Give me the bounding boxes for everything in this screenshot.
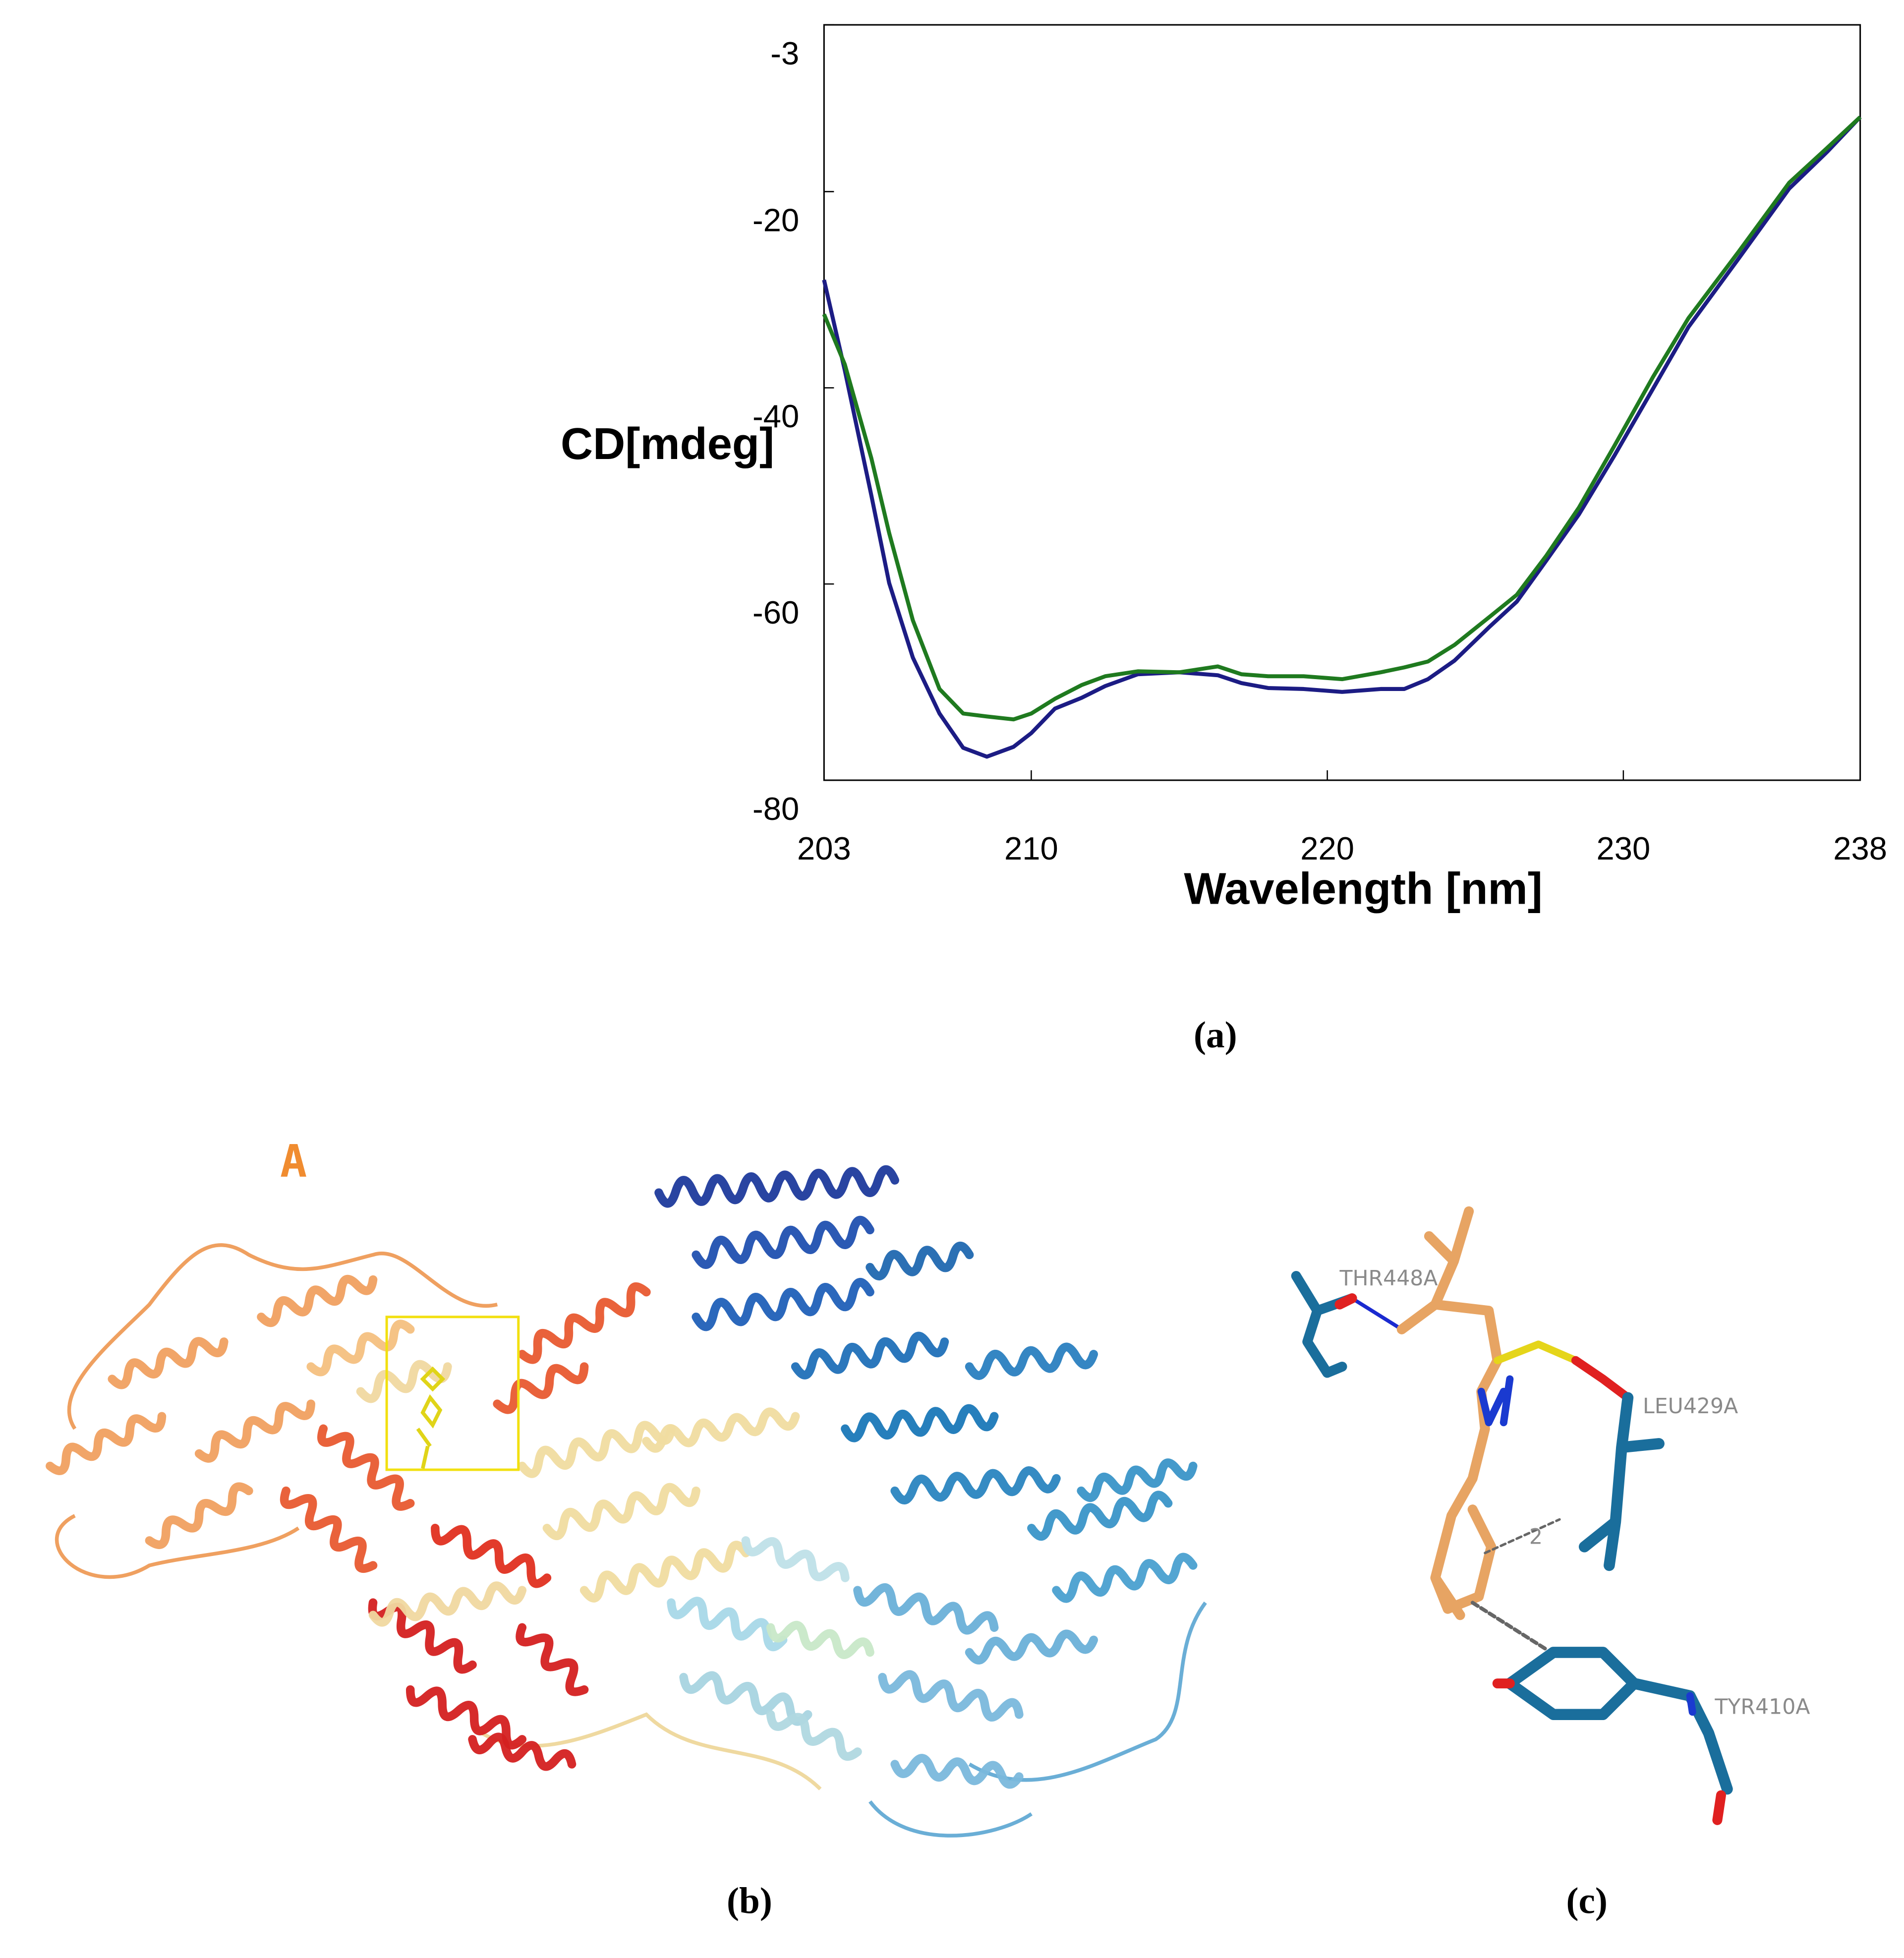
panel-caption: (b) (727, 1880, 772, 1921)
helix (579, 1541, 750, 1603)
helix (865, 1241, 974, 1280)
protein-structure (46, 1165, 1207, 1838)
loop (67, 1243, 498, 1430)
loop (868, 1800, 1033, 1838)
panel-caption: (c) (1566, 1880, 1608, 1921)
y-tick-label: -3 (770, 35, 799, 71)
y-tick-label: -60 (752, 594, 799, 631)
chain-label: A (280, 1135, 307, 1187)
helix (306, 1320, 415, 1377)
plot-frame (823, 24, 1861, 781)
y-axis-title: CD[mdeg] (561, 419, 774, 469)
helix (257, 1274, 378, 1327)
x-axis-title: Wavelength [nm] (1184, 864, 1542, 914)
helix (405, 1685, 527, 1750)
helix (1027, 1491, 1173, 1541)
loop (968, 1601, 1207, 1782)
ligand (416, 1366, 446, 1469)
helix (965, 1342, 1098, 1380)
helix (1052, 1553, 1198, 1603)
helix (356, 1360, 452, 1403)
x-tick-label: 238 (1833, 830, 1887, 866)
helix (841, 1404, 999, 1442)
helix (766, 1710, 862, 1761)
cd-line (822, 115, 1862, 759)
x-tick-label: 210 (1004, 830, 1058, 866)
helix (878, 1670, 1024, 1722)
helix (542, 1483, 700, 1540)
helix (368, 1581, 527, 1627)
x-tick-label: 203 (797, 830, 851, 866)
helix (667, 1597, 788, 1652)
residue-label: TYR410A (1714, 1695, 1810, 1720)
helix (280, 1486, 378, 1573)
helix (965, 1629, 1098, 1665)
x-tick-label: 220 (1300, 830, 1354, 866)
helix (468, 1732, 577, 1771)
helix (679, 1671, 812, 1726)
helix (766, 1621, 874, 1659)
cd-line (822, 115, 1862, 722)
helix (518, 1421, 676, 1478)
residue-label: LEU429A (1643, 1394, 1738, 1419)
helix (692, 1215, 874, 1269)
helix (692, 1278, 874, 1331)
helix (654, 1165, 899, 1208)
y-tick-label: -40 (752, 398, 799, 434)
helix (431, 1524, 552, 1588)
distance-label: 2 (1529, 1524, 1543, 1549)
binding-site-box (385, 1316, 520, 1471)
docking-view (1291, 1206, 1733, 1825)
helix (194, 1399, 315, 1463)
helix (741, 1536, 850, 1582)
panel-caption: (a) (1194, 1015, 1237, 1056)
helix (493, 1362, 589, 1414)
helix (890, 1754, 1024, 1789)
helix (1077, 1458, 1198, 1502)
x-tick-label: 230 (1596, 830, 1650, 866)
y-tick-label: -80 (752, 791, 799, 827)
helix (46, 1412, 167, 1475)
helix (108, 1337, 229, 1389)
helix (317, 1424, 415, 1511)
helix (791, 1331, 949, 1380)
helix (145, 1482, 253, 1549)
y-tick-label: -20 (752, 202, 799, 238)
helix (853, 1583, 999, 1635)
helix (642, 1407, 800, 1453)
helix (518, 1282, 651, 1364)
helix (890, 1466, 1061, 1504)
loop (55, 1514, 300, 1579)
residue-label: THR448A (1339, 1266, 1438, 1291)
helix (516, 1623, 589, 1696)
cd-chart: CD[mdeg] Wavelength [nm] -3-20-40-60-802… (561, 24, 1887, 914)
